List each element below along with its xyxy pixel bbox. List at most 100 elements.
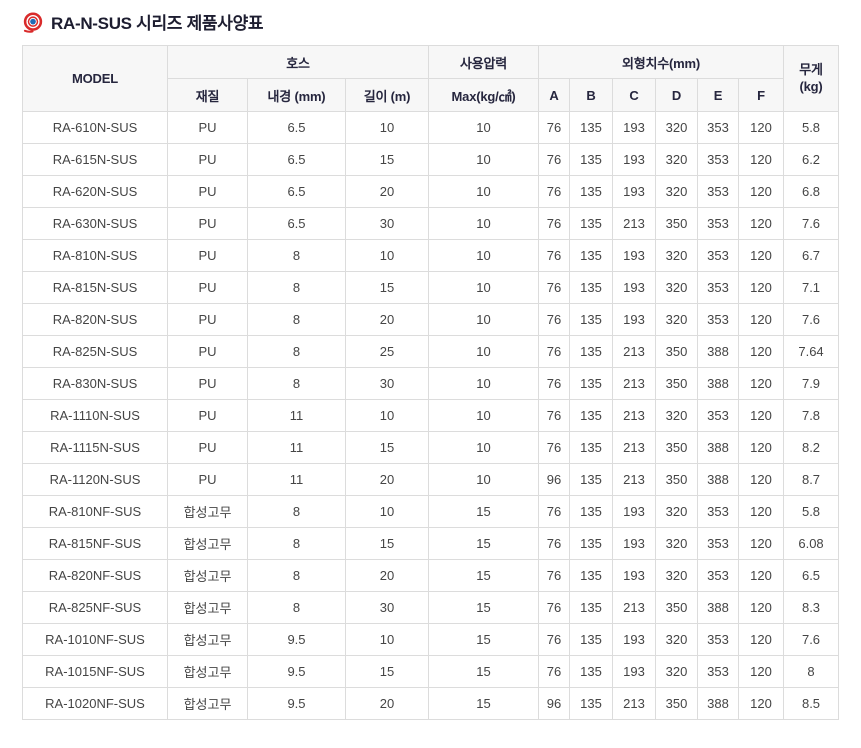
cell-inner-diameter-mm: 9.5 [247, 623, 346, 656]
cell-length-m: 20 [344, 559, 430, 592]
cell-length-m: 10 [344, 111, 430, 144]
cell-dim-a: 76 [538, 559, 571, 592]
cell-length-m: 20 [344, 175, 430, 208]
header-pressure-max: Max(kg/㎠) [428, 78, 540, 112]
cell-weight-kg: 7.6 [783, 303, 840, 336]
table-row: RA-1110N-SUS PU 11 10 10 76 135 213 320 353 120 7.8 [22, 399, 840, 432]
cell-dim-f: 120 [738, 335, 785, 368]
cell-dim-f: 120 [738, 655, 785, 688]
cell-dim-a: 76 [538, 175, 571, 208]
header-dim-f: F [738, 78, 785, 112]
cell-model: RA-820N-SUS [22, 303, 168, 336]
cell-model: RA-810NF-SUS [22, 495, 168, 528]
cell-dim-d: 320 [655, 271, 699, 304]
cell-max-pressure: 10 [428, 175, 540, 208]
cell-dim-d: 320 [655, 239, 699, 272]
cell-weight-kg: 8.7 [783, 463, 840, 496]
cell-dim-f: 120 [738, 207, 785, 240]
cell-inner-diameter-mm: 11 [247, 431, 346, 464]
page-title-bar: RA-N-SUS 시리즈 제품사양표 [22, 9, 839, 34]
cell-dim-f: 120 [738, 239, 785, 272]
cell-dim-e: 353 [697, 271, 740, 304]
page-title: RA-N-SUS 시리즈 제품사양표 [51, 14, 264, 33]
cell-dim-e: 388 [697, 335, 740, 368]
spec-page: RA-N-SUS 시리즈 제품사양표 MODEL 호스 사용압력 외형치수(mm… [22, 9, 840, 720]
cell-length-m: 10 [344, 239, 430, 272]
cell-model: RA-820NF-SUS [22, 559, 168, 592]
cell-dim-a: 76 [538, 655, 571, 688]
cell-model: RA-825N-SUS [22, 335, 168, 368]
cell-model: RA-620N-SUS [22, 175, 168, 208]
cell-dim-c: 193 [612, 175, 657, 208]
table-row: RA-825N-SUS PU 8 25 10 76 135 213 350 388 120 7.64 [22, 335, 840, 368]
cell-inner-diameter-mm: 8 [247, 367, 346, 400]
cell-dim-a: 96 [538, 687, 571, 720]
cell-max-pressure: 15 [428, 623, 540, 656]
cell-max-pressure: 15 [428, 655, 540, 688]
cell-weight-kg: 7.8 [783, 399, 840, 432]
cell-dim-b: 135 [569, 111, 614, 144]
cell-material: PU [167, 463, 248, 496]
cell-dim-b: 135 [569, 239, 614, 272]
header-weight: 무게 (kg) [783, 45, 840, 112]
cell-material: PU [167, 207, 248, 240]
cell-dim-d: 350 [655, 463, 699, 496]
cell-dim-a: 76 [538, 111, 571, 144]
cell-dim-f: 120 [738, 175, 785, 208]
cell-dim-a: 76 [538, 623, 571, 656]
cell-max-pressure: 10 [428, 111, 540, 144]
cell-dim-d: 320 [655, 655, 699, 688]
cell-dim-e: 353 [697, 207, 740, 240]
table-header: MODEL 호스 사용압력 외형치수(mm) 무게 (kg) 재질 내경 (mm… [22, 45, 840, 112]
cell-dim-e: 353 [697, 175, 740, 208]
table-row: RA-1120N-SUS PU 11 20 10 96 135 213 350 388 120 8.7 [22, 463, 840, 496]
cell-dim-d: 350 [655, 431, 699, 464]
cell-weight-kg: 8.3 [783, 591, 840, 624]
cell-model: RA-1110N-SUS [22, 399, 168, 432]
cell-length-m: 15 [344, 143, 430, 176]
cell-max-pressure: 10 [428, 399, 540, 432]
cell-dim-b: 135 [569, 623, 614, 656]
cell-material: PU [167, 111, 248, 144]
cell-model: RA-825NF-SUS [22, 591, 168, 624]
cell-dim-e: 388 [697, 591, 740, 624]
cell-model: RA-1115N-SUS [22, 431, 168, 464]
cell-max-pressure: 10 [428, 431, 540, 464]
cell-material: 합성고무 [167, 623, 248, 656]
cell-dim-c: 193 [612, 559, 657, 592]
cell-inner-diameter-mm: 6.5 [247, 111, 346, 144]
cell-dim-d: 320 [655, 175, 699, 208]
cell-length-m: 10 [344, 623, 430, 656]
cell-dim-c: 193 [612, 623, 657, 656]
cell-dim-d: 350 [655, 687, 699, 720]
cell-dim-e: 388 [697, 431, 740, 464]
cell-length-m: 30 [344, 367, 430, 400]
cell-length-m: 20 [344, 687, 430, 720]
cell-dim-f: 120 [738, 143, 785, 176]
cell-material: 합성고무 [167, 687, 248, 720]
cell-dim-e: 353 [697, 559, 740, 592]
cell-dim-d: 320 [655, 527, 699, 560]
cell-inner-diameter-mm: 8 [247, 591, 346, 624]
cell-dim-e: 353 [697, 495, 740, 528]
table-row: RA-615N-SUS PU 6.5 15 10 76 135 193 320 353 120 6.2 [22, 143, 840, 176]
cell-max-pressure: 10 [428, 207, 540, 240]
table-row: RA-610N-SUS PU 6.5 10 10 76 135 193 320 353 120 5.8 [22, 111, 840, 144]
cell-inner-diameter-mm: 8 [247, 239, 346, 272]
cell-dim-f: 120 [738, 495, 785, 528]
cell-dim-f: 120 [738, 559, 785, 592]
cell-length-m: 20 [344, 463, 430, 496]
cell-dim-f: 120 [738, 111, 785, 144]
cell-dim-f: 120 [738, 431, 785, 464]
cell-weight-kg: 7.6 [783, 207, 840, 240]
cell-max-pressure: 15 [428, 527, 540, 560]
cell-dim-c: 193 [612, 111, 657, 144]
header-dim-d: D [655, 78, 699, 112]
cell-dim-e: 353 [697, 239, 740, 272]
cell-dim-b: 135 [569, 431, 614, 464]
cell-dim-e: 353 [697, 655, 740, 688]
cell-inner-diameter-mm: 11 [247, 463, 346, 496]
cell-max-pressure: 10 [428, 463, 540, 496]
cell-dim-b: 135 [569, 175, 614, 208]
cell-material: 합성고무 [167, 655, 248, 688]
